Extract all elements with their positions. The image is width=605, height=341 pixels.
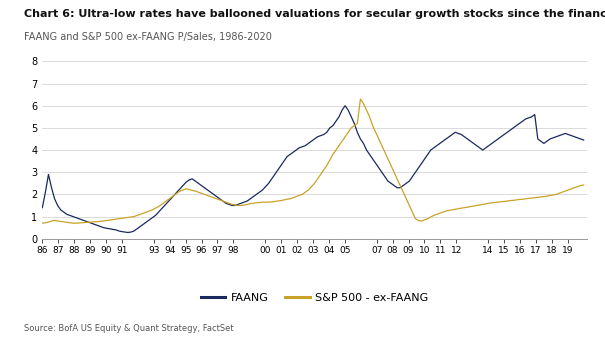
Text: Chart 6: Ultra-low rates have ballooned valuations for secular growth stocks sin: Chart 6: Ultra-low rates have ballooned … [24,9,605,18]
Text: Source: BofA US Equity & Quant Strategy, FactSet: Source: BofA US Equity & Quant Strategy,… [24,325,234,333]
Legend: FAANG, S&P 500 - ex-FAANG: FAANG, S&P 500 - ex-FAANG [196,289,433,308]
Text: FAANG and S&P 500 ex-FAANG P/Sales, 1986-2020: FAANG and S&P 500 ex-FAANG P/Sales, 1986… [24,32,272,42]
